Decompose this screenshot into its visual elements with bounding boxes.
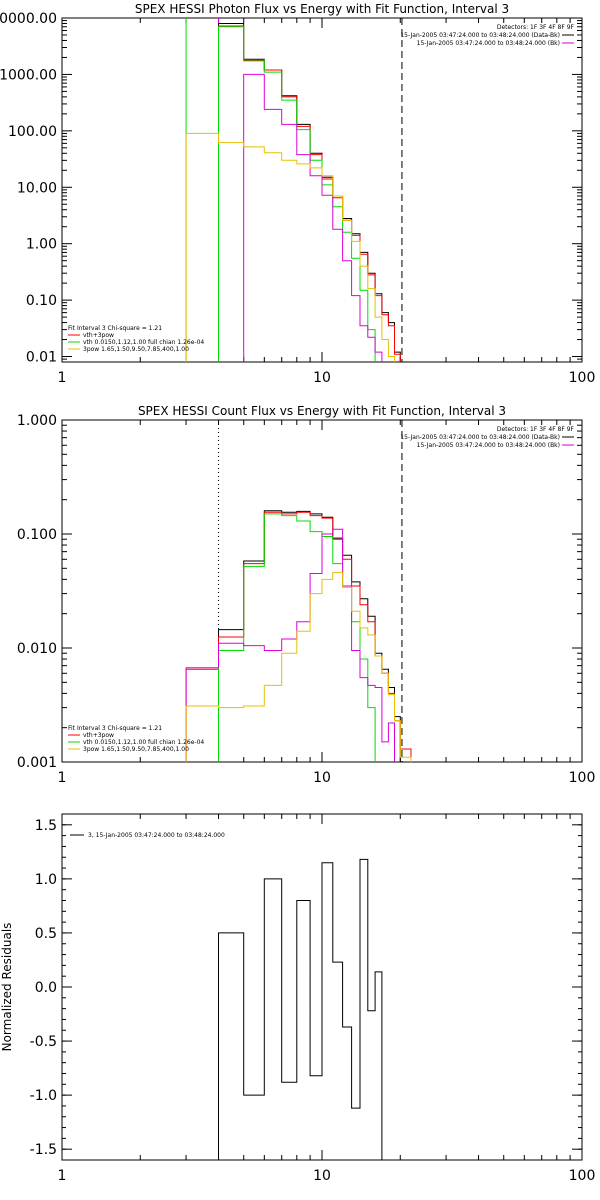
- legend-title: Fit Interval 3 Chi-square = 1.21: [68, 725, 162, 732]
- detectors-label: Detectors: 1F 3F 4F 8F 9F: [497, 24, 575, 31]
- series-0-black-histogram: [218, 23, 401, 362]
- x-tick-label: 10: [313, 1168, 331, 1184]
- legend-label: vth+3pow: [83, 332, 114, 339]
- x-tick-label: 100: [569, 1168, 596, 1184]
- y-tick-label: 0.0: [35, 980, 57, 996]
- x-tick-label: 100: [569, 370, 596, 386]
- y-tick-label: 0.100: [17, 527, 57, 543]
- series-3-magenta-histogram: [185, 528, 395, 762]
- chart-title: SPEX HESSI Count Flux vs Energy with Fit…: [138, 404, 506, 418]
- y-tick-label: 100.00: [8, 124, 57, 140]
- y-tick-label: 0.001: [17, 755, 57, 771]
- y-tick-label: 0.5: [35, 926, 57, 942]
- x-axis: 1 10 100: [58, 420, 596, 786]
- date-range-label: 15-Jan-2005 03:47:24.000 to 03:48:24.000…: [400, 434, 560, 441]
- legend: Fit Interval 3 Chi-square = 1.21vth+3pow…: [68, 725, 204, 753]
- y-tick-label: 1.000: [17, 413, 57, 429]
- date-range-label: 15-Jan-2005 03:47:24.000 to 03:48:24.000…: [417, 40, 560, 47]
- y-tick-label: 1.5: [35, 818, 57, 834]
- x-tick-label: 1: [58, 370, 67, 386]
- y-tick-label: 10.00: [17, 180, 57, 196]
- x-axis: 1 10 100: [58, 814, 596, 1184]
- legend-label: 3, 15-Jan-2005 03:47:24.000 to 03:48:24.…: [88, 832, 225, 839]
- panel-1: SPEX HESSI Photon Flux vs Energy with Fi…: [0, 2, 596, 386]
- series-4-yellow-histogram: [185, 132, 395, 362]
- y-tick-label: -1.5: [30, 1142, 57, 1158]
- y-axis: 0.01 0.10 1.00 10.00 100.00 1000.00 10000.00: [0, 11, 582, 366]
- x-tick-label: 1: [58, 1168, 67, 1184]
- plot-area: [185, 420, 412, 762]
- y-tick-label: 0.01: [26, 350, 57, 366]
- legend-label: vth+3pow: [83, 732, 114, 739]
- legend: 3, 15-Jan-2005 03:47:24.000 to 03:48:24.…: [70, 832, 225, 839]
- x-tick-label: 10: [313, 370, 331, 386]
- panel-3: Normalized Residuals 1 10 100 1.5 1.0 0.5 0.0 -0…: [0, 813, 596, 1184]
- legend-label: vth 0.0150,1.12,1.00 full chian 1.26e-04: [83, 339, 204, 346]
- y-axis: 1.5 1.0 0.5 0.0 -0.5 -1.0 -1.5: [30, 818, 582, 1158]
- legend-label: 3pow 1.65,1.50,9.50,7.85,400,1.00: [83, 746, 189, 753]
- x-axis: 1 10 100: [58, 18, 596, 386]
- series-4-yellow-histogram: [185, 571, 412, 762]
- legend-title: Fit Interval 3 Chi-square = 1.21: [68, 325, 162, 332]
- y-tick-label: 1000.00: [0, 67, 57, 83]
- plot-area: [218, 858, 383, 1160]
- date-range-label: 15-Jan-2005 03:47:24.000 to 03:48:24.000…: [417, 442, 560, 449]
- series-3-magenta-histogram: [243, 73, 383, 362]
- series-2-green-histogram: [218, 26, 376, 362]
- series-1-red-histogram: [185, 511, 412, 762]
- y-tick-label: 1.0: [35, 872, 57, 888]
- series-0-black-histogram: [218, 510, 401, 762]
- legend: Fit Interval 3 Chi-square = 1.21vth+3pow…: [68, 325, 204, 353]
- series-1-red-histogram: [218, 25, 401, 362]
- date-range-label: 15-Jan-2005 03:47:24.000 to 03:48:24.000…: [400, 32, 560, 39]
- y-axis-label: Normalized Residuals: [0, 923, 14, 1052]
- detectors-label: Detectors: 1F 3F 4F 8F 9F: [497, 426, 575, 433]
- y-tick-label: 0.010: [17, 641, 57, 657]
- legend-label: vth 0.0150,1.12,1.00 full chian 1.26e-04: [83, 739, 204, 746]
- legend-label: 3pow 1.65,1.50,9.50,7.85,400,1.00: [83, 346, 189, 353]
- y-tick-label: 0.10: [26, 293, 57, 309]
- series-0-black-histogram: [218, 858, 383, 1160]
- chart-title: SPEX HESSI Photon Flux vs Energy with Fi…: [135, 2, 509, 16]
- y-tick-label: 1.00: [26, 237, 57, 253]
- y-tick-label: -0.5: [30, 1034, 57, 1050]
- y-tick-label: -1.0: [30, 1088, 57, 1104]
- plot-area: [185, 18, 403, 362]
- y-tick-label: 10000.00: [0, 11, 57, 27]
- x-tick-label: 100: [569, 770, 596, 786]
- x-tick-label: 10: [313, 770, 331, 786]
- x-tick-label: 1: [58, 770, 67, 786]
- series-2-green-histogram: [218, 513, 376, 762]
- y-axis: 0.001 0.010 0.100 1.000: [17, 413, 582, 771]
- panel-2: SPEX HESSI Count Flux vs Energy with Fit…: [17, 404, 596, 786]
